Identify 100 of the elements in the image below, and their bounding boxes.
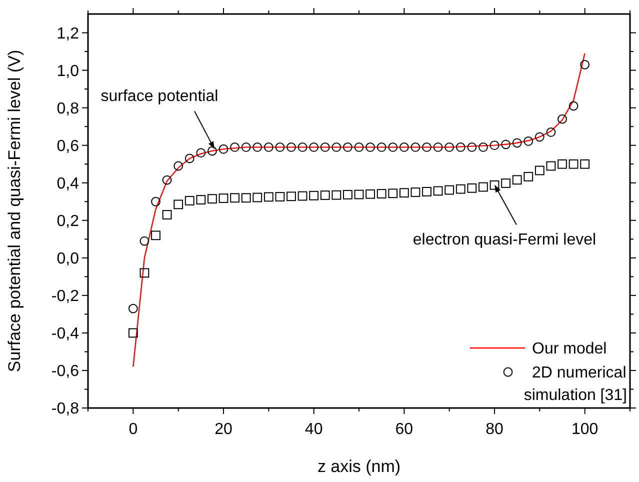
point [343, 142, 352, 152]
point [399, 142, 409, 152]
point [196, 195, 206, 204]
point [140, 236, 150, 246]
point [524, 136, 534, 146]
point [546, 161, 556, 171]
point [162, 210, 172, 220]
point [252, 142, 262, 152]
point [366, 189, 375, 199]
x-axis-title: z axis (nm) [317, 457, 401, 476]
point [264, 142, 274, 152]
point [467, 183, 477, 193]
annotation: electron quasi-Fermi level [412, 232, 596, 249]
x-tick-label: 80 [486, 421, 504, 438]
point [218, 194, 228, 203]
y-tick-label: 1,0 [56, 62, 80, 80]
point [230, 142, 240, 152]
y-tick-label: -0,6 [51, 363, 80, 380]
y-tick-label: 0,2 [56, 212, 80, 230]
point [332, 190, 342, 200]
point [558, 159, 567, 169]
y-tick-label: 0,0 [56, 250, 80, 268]
point [456, 142, 466, 152]
point [151, 230, 160, 240]
point [512, 175, 522, 185]
point [184, 154, 194, 164]
y-tick-label: 0,6 [56, 138, 80, 155]
point [580, 159, 590, 169]
point [208, 146, 217, 156]
point [309, 142, 319, 152]
point [444, 142, 454, 152]
point [184, 196, 194, 206]
point [366, 142, 375, 152]
point [218, 144, 228, 154]
point [478, 142, 488, 152]
point [298, 191, 308, 201]
point [128, 328, 138, 338]
annotation: surface potential [100, 88, 218, 106]
point [410, 142, 420, 152]
x-tick-label: 20 [214, 421, 232, 438]
point [332, 142, 342, 152]
point [422, 142, 432, 152]
point [490, 140, 500, 150]
point [354, 190, 364, 200]
legend-label: 2D numerical simulation [31] [524, 364, 627, 404]
point [230, 193, 240, 203]
y-axis-title: Surface potential and quasi-Fermi level (V) [5, 50, 24, 372]
point [546, 128, 556, 137]
point [534, 166, 544, 176]
point [309, 190, 319, 200]
point [501, 178, 510, 188]
point [456, 184, 466, 194]
point [241, 142, 251, 152]
point [580, 60, 590, 70]
point [252, 192, 262, 202]
point [174, 200, 184, 210]
point [490, 180, 500, 190]
point [478, 182, 488, 192]
point [433, 142, 443, 152]
point [568, 159, 578, 169]
point [343, 190, 352, 200]
point [568, 101, 578, 111]
x-tick-label: 40 [304, 421, 323, 438]
point [388, 142, 398, 152]
point [140, 268, 150, 278]
point [354, 142, 364, 152]
point [286, 142, 296, 152]
point [162, 175, 172, 185]
y-tick-label: -0,4 [51, 326, 80, 343]
point [422, 186, 432, 196]
point [286, 192, 296, 202]
point [512, 138, 522, 148]
point [208, 194, 217, 204]
point [444, 185, 454, 195]
point [433, 186, 443, 196]
point [275, 192, 285, 202]
point [320, 190, 330, 200]
x-tick-label: 60 [395, 421, 414, 438]
point [388, 188, 398, 198]
point [410, 188, 420, 197]
point [501, 140, 510, 150]
point [241, 193, 251, 203]
point [151, 196, 160, 206]
point [467, 142, 477, 152]
point [196, 148, 206, 158]
point [399, 188, 409, 198]
point [320, 142, 330, 152]
point [558, 114, 567, 124]
y-tick-label: -0,2 [51, 288, 80, 306]
point [376, 189, 386, 198]
point [275, 142, 285, 152]
point [128, 304, 138, 314]
y-tick-label: -0,8 [51, 400, 80, 418]
point [298, 142, 308, 152]
point [174, 161, 184, 171]
point [376, 142, 386, 152]
point [264, 192, 274, 202]
y-tick-label: 0,4 [56, 175, 80, 192]
x-tick-label: 0 [128, 421, 138, 438]
legend-label: Our model [532, 340, 607, 358]
